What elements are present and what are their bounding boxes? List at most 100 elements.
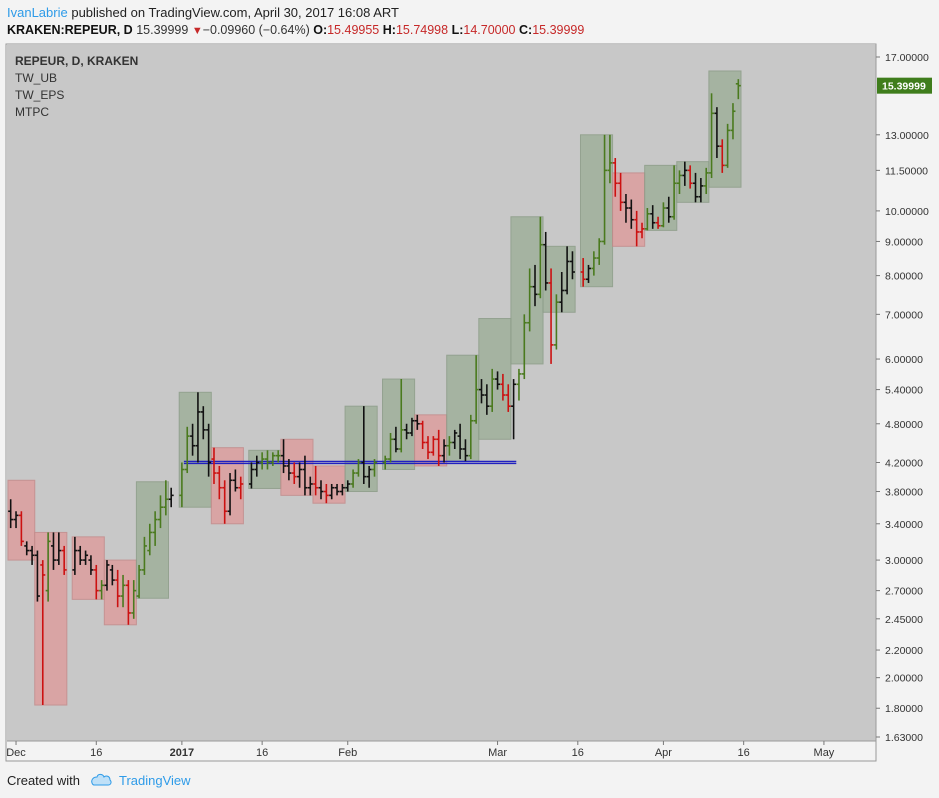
ohlc-bar xyxy=(730,103,736,140)
ohlc-bar xyxy=(618,172,624,211)
legend-indicator-tw-ub[interactable]: TW_UB xyxy=(15,71,57,85)
ohlc-bar xyxy=(634,210,640,247)
ohlc-bar xyxy=(527,268,533,332)
price-axis-label: 13.00000 xyxy=(885,130,929,142)
ohlc-bar xyxy=(8,499,14,529)
time-axis-label: 16 xyxy=(90,747,102,759)
ohlc-bar xyxy=(232,469,238,492)
legend-indicator-mtpc[interactable]: MTPC xyxy=(15,105,49,119)
ohlc-bar xyxy=(591,251,597,276)
time-axis-label: Mar xyxy=(488,747,507,759)
bullish-range-box xyxy=(579,134,614,288)
ohlc-bar xyxy=(543,231,549,291)
tradingview-link[interactable]: TradingView xyxy=(118,773,191,788)
ohlc-bar xyxy=(88,555,94,575)
bearish-range-box xyxy=(312,465,346,504)
ohlc-bar xyxy=(259,452,265,470)
bullish-range-box xyxy=(708,70,742,188)
footer: Created with TradingView xyxy=(7,772,191,789)
ohlc-bar xyxy=(586,264,592,283)
symbol-name: KRAKEN:REPEUR, D xyxy=(7,23,133,37)
ohlc-bar xyxy=(115,569,121,608)
author-link[interactable]: IvanLabrie xyxy=(7,5,68,20)
ohlc-bar xyxy=(382,455,388,470)
ohlc-bar xyxy=(195,392,201,463)
ohlc-bar xyxy=(50,532,56,570)
ohlc-bar xyxy=(227,473,233,516)
price-axis-label: 10.00000 xyxy=(885,206,929,218)
bullish-range-box xyxy=(248,449,282,489)
ohlc-bar xyxy=(404,423,410,440)
bullish-range-box xyxy=(510,216,544,365)
ohlc-bar xyxy=(307,476,313,496)
ohlc-bar xyxy=(698,178,704,203)
ohlc-bar xyxy=(297,462,303,488)
ohlc-bar xyxy=(420,420,426,449)
ohlc-bar xyxy=(607,134,613,184)
ohlc-bar xyxy=(655,216,661,229)
price-axis-label: 7.00000 xyxy=(885,309,923,321)
ohlc-bar xyxy=(553,294,559,350)
ohlc-bar xyxy=(254,455,260,477)
ohlc-bar xyxy=(104,560,110,591)
ohlc-bar xyxy=(286,459,292,481)
ohlc-bar xyxy=(355,459,361,477)
high-label: H: xyxy=(382,23,396,37)
ohlc-bar xyxy=(281,439,287,474)
last-price-tag xyxy=(877,77,932,94)
ohlc-bar xyxy=(436,429,442,466)
ohlc-bar xyxy=(34,550,40,602)
ohlc-bar xyxy=(693,172,699,203)
ohlc-bar xyxy=(495,371,501,390)
last-price-tag-label: 15.39999 xyxy=(882,81,926,93)
ohlc-bar xyxy=(216,465,222,500)
chart-legend: REPEUR, D, KRAKEN TW_UB TW_EPS MTPC xyxy=(15,53,138,121)
ohlc-bar xyxy=(238,476,244,500)
bullish-range-box xyxy=(178,391,212,508)
close-label: C: xyxy=(519,23,533,37)
ohlc-bar xyxy=(131,580,137,619)
ohlc-bar xyxy=(714,107,720,159)
bullish-range-box xyxy=(382,378,416,470)
ohlc-bar xyxy=(361,406,367,484)
ohlc-bar xyxy=(671,165,677,220)
ohlc-bar xyxy=(425,436,431,460)
ohlc-bar xyxy=(184,426,190,474)
time-axis-label: Feb xyxy=(338,747,357,759)
ohlc-bar xyxy=(83,550,89,565)
ohlc-bar xyxy=(152,511,158,546)
bullish-range-box xyxy=(478,318,512,440)
ohlc-bar xyxy=(329,483,335,500)
ohlc-bar xyxy=(452,429,458,449)
bullish-range-box xyxy=(135,481,170,599)
ohlc-bar xyxy=(409,417,415,437)
price-axis-label: 2.00000 xyxy=(885,673,923,685)
ohlc-bar xyxy=(318,480,324,500)
price-axis-label: 1.80000 xyxy=(885,703,923,715)
plot-area xyxy=(7,45,876,741)
ohlc-bar xyxy=(77,545,83,565)
ohlc-bar xyxy=(190,423,196,456)
ohlc-bar xyxy=(302,455,308,496)
ohlc-bar xyxy=(735,79,741,100)
legend-indicator-tw-eps[interactable]: TW_EPS xyxy=(15,88,65,102)
ohlc-bar xyxy=(430,436,436,456)
low-label: L: xyxy=(451,23,464,37)
ohlc-bar xyxy=(537,216,543,299)
ohlc-bar xyxy=(248,462,254,489)
ohlc-bar xyxy=(473,355,479,424)
price-axis-label: 6.00000 xyxy=(885,354,923,366)
ohlc-bar xyxy=(13,511,19,529)
ohlc-bar xyxy=(323,483,329,504)
ohlc-bar xyxy=(516,368,522,401)
ohlc-bar xyxy=(120,574,126,608)
ohlc-bar xyxy=(157,495,163,529)
price-axis-label: 11.50000 xyxy=(885,165,928,177)
price-axis-label: 2.20000 xyxy=(885,645,923,657)
ohlc-bar xyxy=(393,426,399,453)
change-down-arrow-icon: ▼ xyxy=(191,25,203,37)
bearish-range-box xyxy=(210,447,244,525)
ohlc-bar xyxy=(345,480,351,492)
ohlc-bar xyxy=(334,483,340,496)
